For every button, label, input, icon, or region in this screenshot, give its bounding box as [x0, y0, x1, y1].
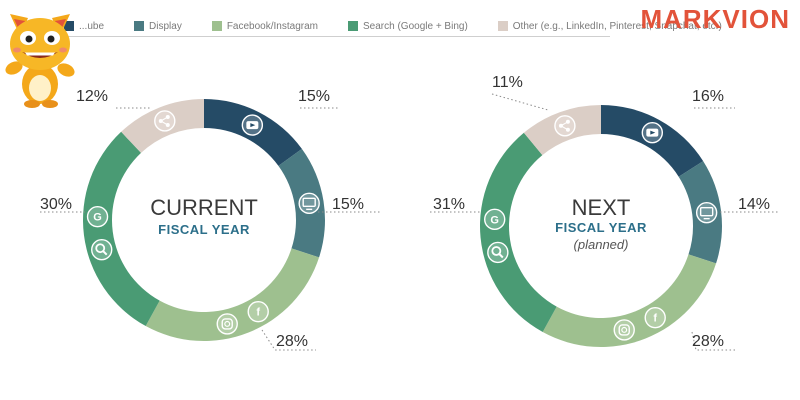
facebook-icon: f [247, 300, 269, 323]
donut-slice-other [523, 105, 601, 156]
slice-label-facebook-instagram: 28% [692, 333, 724, 350]
slice-label-other: 11% [492, 74, 523, 91]
svg-text:f: f [653, 313, 657, 325]
donut-slice-facebook-instagram [145, 248, 320, 341]
legend-item-youtube: ...ube [64, 21, 104, 32]
instagram-icon [216, 313, 238, 335]
legend-label-youtube: ...ube [79, 20, 105, 32]
center-subtitle-current: FISCAL YEAR [158, 222, 250, 237]
monitor-icon [695, 201, 718, 224]
monitor-icon [298, 192, 320, 215]
legend-swatch-facebook-instagram [211, 21, 222, 31]
facebook-icon: f [644, 306, 666, 329]
donut-slice-display [278, 148, 325, 258]
brand-logo: MARKVION [640, 4, 790, 34]
slice-label-other: 12% [76, 88, 108, 105]
share-icon [154, 110, 176, 132]
leader-line-other [491, 93, 549, 111]
svg-text:G: G [490, 214, 499, 226]
instagram-icon [613, 319, 635, 341]
svg-text:f: f [256, 307, 260, 319]
search-icon [487, 241, 509, 264]
donut-slice-search-google-bing [82, 131, 160, 327]
center-title-current: CURRENT [150, 195, 258, 220]
svg-text:G: G [93, 212, 102, 224]
mascot-icon [5, 14, 75, 108]
legend-item-search: Search (Google + Bing) [348, 21, 468, 32]
donut-chart-next: fG 16% 14% 28% 31% 11% NEXT FISCAL YEAR … [430, 74, 780, 351]
slice-label-facebook-instagram: 28% [276, 333, 308, 350]
youtube-icon [241, 114, 264, 136]
legend-swatch-youtube [64, 21, 74, 31]
slice-label-youtube: 15% [298, 88, 330, 105]
share-icon [554, 115, 576, 137]
legend-label-facebook-instagram: Facebook/Instagram [226, 20, 318, 32]
legend-divider [64, 36, 610, 37]
google-icon: G [86, 205, 109, 228]
slice-label-search: 31% [433, 196, 465, 213]
legend-swatch-search [348, 21, 358, 31]
legend-swatch-other [497, 21, 508, 31]
center-title-next: NEXT [572, 195, 631, 220]
slice-label-youtube: 16% [692, 88, 724, 105]
donut-slice-youtube [601, 105, 704, 177]
chart-legend: ...ube Display Facebook/Instagram Search… [64, 17, 722, 35]
legend-label-display: Display [149, 20, 182, 32]
center-note-next: (planned) [574, 237, 629, 252]
slice-label-display: 15% [332, 196, 364, 213]
youtube-icon [641, 121, 664, 144]
center-subtitle-next: FISCAL YEAR [555, 220, 647, 235]
donut-slice-facebook-instagram [542, 254, 717, 347]
search-icon [91, 239, 113, 261]
slice-label-search: 30% [40, 196, 72, 213]
slice-label-display: 14% [738, 196, 770, 213]
google-icon: G [484, 208, 506, 231]
leader-line-facebook-instagram [691, 331, 735, 351]
legend-item-display: Display [134, 21, 182, 32]
donut-slice-other [121, 99, 204, 153]
donut-chart-current: f G 15% 15% 28% 30% 12% CURRENT FISCAL YE… [40, 88, 380, 351]
donut-slice-search-google-bing [479, 132, 557, 333]
legend-item-facebook-instagram: Facebook/Instagram [211, 20, 318, 32]
legend-label-other: Other (e.g., LinkedIn, Pinterest, Snapch… [512, 20, 722, 32]
donut-slice-youtube [204, 99, 302, 166]
legend-label-search: Search (Google + Bing) [363, 20, 468, 32]
legend-swatch-display [134, 21, 145, 31]
legend-item-other: Other (e.g., LinkedIn, Pinterest, Snapch… [497, 20, 722, 32]
